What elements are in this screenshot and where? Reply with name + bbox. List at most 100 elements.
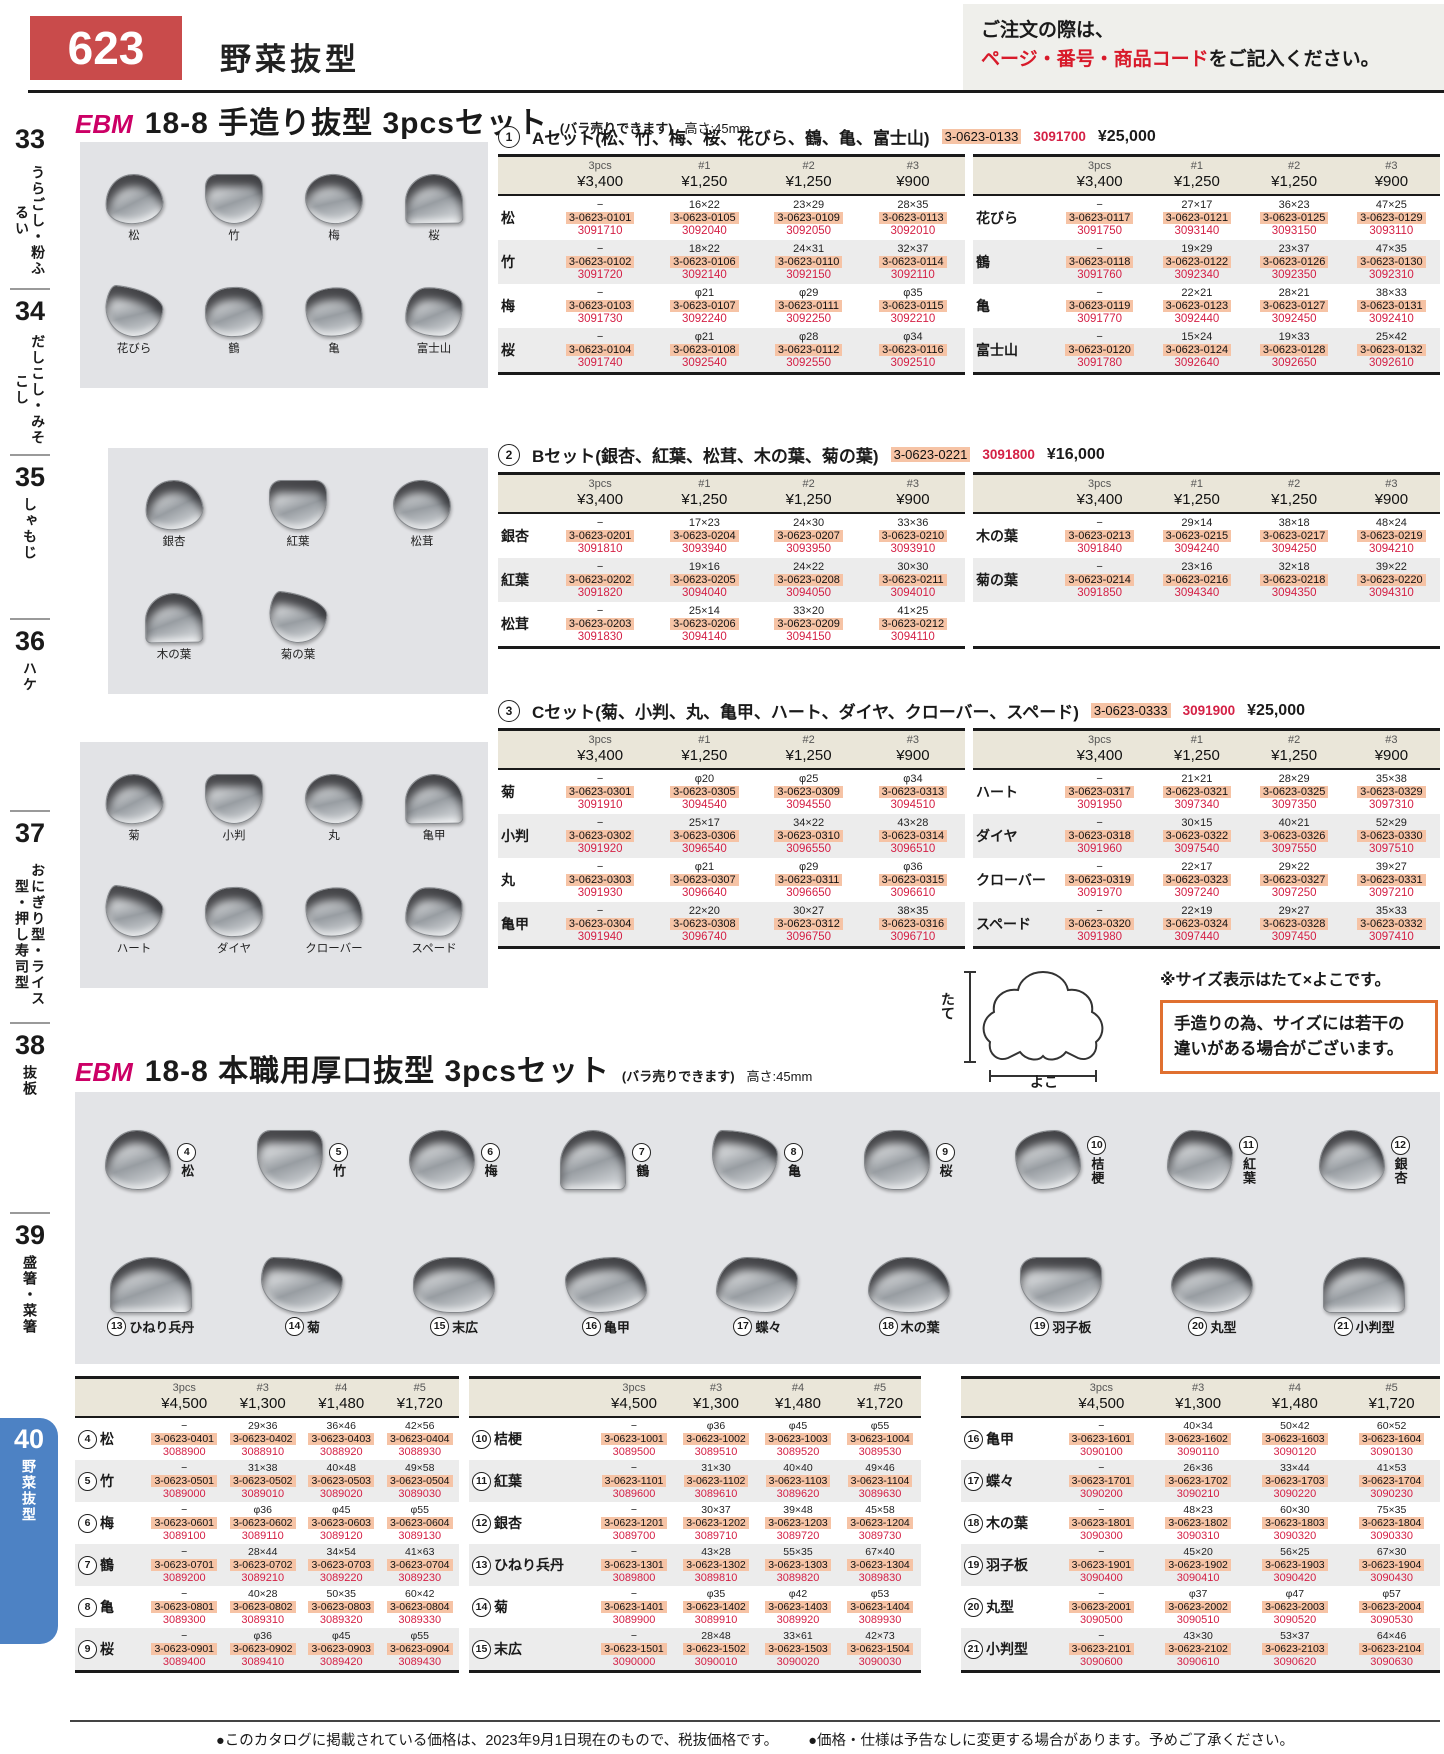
product-size: φ36 — [253, 1504, 273, 1516]
sidebar-item-40[interactable]: 40 野菜抜型 — [0, 1418, 58, 1644]
product-code: 3-0623-1604 — [1358, 1433, 1425, 1445]
product-size: 47×25 — [1375, 199, 1407, 211]
sidebar-item-number: 34 — [14, 296, 46, 326]
product-cell: 24×30 3-0623-0207 3093950 — [757, 514, 861, 558]
photo-label: 丸 — [328, 830, 340, 842]
product-size: φ36 — [706, 1420, 726, 1432]
product-sku: 3096710 — [890, 931, 936, 943]
product-cell: 25×17 3-0623-0306 3096540 — [652, 814, 756, 858]
product-sku: 3090430 — [1370, 1572, 1414, 1584]
photo-label: ダイヤ — [216, 943, 252, 955]
product-sku: 3089830 — [858, 1572, 902, 1584]
product-size: 22×20 — [688, 905, 720, 917]
row-name: 竹 — [498, 252, 548, 272]
column-price: ¥1,250 — [681, 173, 728, 190]
row-name-text: 花びら — [976, 210, 1018, 226]
photo-label: 亀 — [328, 343, 340, 355]
product-code: 3-0623-0302 — [565, 830, 635, 842]
table-row: スペード −3-0623-0320 3091980 22×19 3-0623-0324 3… — [973, 902, 1440, 946]
column-name: #3 — [256, 1382, 269, 1394]
product-size: φ45 — [788, 1420, 808, 1432]
product-code: 3-0623-0106 — [670, 256, 739, 268]
product-sku: 3091750 — [1077, 225, 1123, 237]
product-code: 3-0623-0121 — [1162, 212, 1232, 224]
set-tables: 3pcs ¥3,400 #1 ¥1,250 #2 ¥1,250 #3 ¥900 銀杏 −3-062… — [498, 472, 1440, 649]
product-cell: 50×42 3-0623-1603 3090120 — [1247, 1418, 1344, 1460]
product-sku: 3097540 — [1174, 843, 1220, 855]
sidebar-item-number: 33 — [14, 124, 46, 154]
product-size: φ35 — [903, 287, 923, 299]
product-code: 3-0623-0401 — [151, 1433, 218, 1445]
product-size: 40×21 — [1278, 817, 1310, 829]
row-number-badge: 21 — [964, 1639, 983, 1659]
table-row: 松茸 −3-0623-0203 3091830 25×14 3-0623-0206 309… — [498, 602, 965, 646]
table-row: 菊 −3-0623-0301 3091910 φ20 3-0623-0305 309454… — [498, 770, 965, 814]
product-code: 3-0623-1503 — [765, 1643, 831, 1655]
product-size: 23×16 — [1181, 561, 1213, 573]
product-size: − — [596, 561, 604, 573]
sidebar-item-38[interactable]: 38 抜板 — [0, 1022, 60, 1210]
product-sku: 3097350 — [1271, 799, 1317, 811]
product-cell: 60×52 3-0623-1604 3090130 — [1343, 1418, 1440, 1460]
product-cell: 21×21 3-0623-0321 3097340 — [1148, 770, 1245, 814]
product-sku: 3090130 — [1370, 1446, 1414, 1458]
cutter-shape — [403, 285, 465, 339]
column-name: 3pcs — [172, 1382, 196, 1394]
product-cell: φ21 3-0623-0107 3092240 — [652, 284, 756, 328]
row-name-text: 松 — [100, 1431, 114, 1447]
strip-row-1: 4 松 5 竹 6 梅 7 鶴 8 亀 9 桜 10 桔梗 11 紅葉 12 銀杏 — [75, 1092, 1440, 1228]
product-sku: 3089310 — [241, 1614, 285, 1626]
product-code: 3-0623-1502 — [683, 1643, 749, 1655]
product-size: 29×22 — [1278, 861, 1310, 873]
sidebar-item-35[interactable]: 35 しゃもじ — [0, 454, 60, 616]
row-name-text: 丸 — [501, 872, 515, 888]
column-header: 3pcs ¥4,500 — [593, 1379, 675, 1416]
order-note-highlight: ページ・番号・商品コード — [981, 49, 1209, 71]
product-size: φ25 — [798, 773, 819, 785]
product-sku: 3092150 — [786, 269, 832, 281]
row-name-text: 鶴 — [100, 1557, 114, 1573]
product-code: 3-0623-1301 — [601, 1559, 667, 1571]
cutter-shape — [1019, 1256, 1102, 1313]
product-name: 羽子板 — [1052, 1319, 1092, 1335]
row-name: 木の葉 — [973, 526, 1051, 546]
product-size: − — [630, 1504, 638, 1516]
column-header: #2 ¥1,250 — [1246, 157, 1343, 194]
column-corner — [469, 1379, 593, 1416]
product-cell: 55×35 3-0623-1303 3089820 — [757, 1544, 839, 1586]
product-cell: 33×36 3-0623-0210 3093910 — [861, 514, 965, 558]
table-row: 15 末広 −3-0623-1501 3090000 28×48 3-0623-1502 3… — [469, 1628, 921, 1670]
product-code: 3-0623-1704 — [1358, 1475, 1425, 1487]
sidebar-item-33[interactable]: 33 うらごし・粉ふるい — [0, 118, 60, 286]
product-size: − — [596, 287, 604, 299]
sidebar-item-39[interactable]: 39 盛箸・菜箸 — [0, 1212, 60, 1414]
sidebar-item-37[interactable]: 37 おにぎり型・ライス型・押し寿司型 — [0, 810, 60, 1020]
product-name: ひねり兵丹 — [129, 1319, 195, 1335]
set-code: 3-0623-0221 — [890, 447, 971, 462]
product-name: 小判型 — [1355, 1319, 1395, 1335]
column-name: #5 — [1385, 1382, 1398, 1394]
product-code: 3-0623-0104 — [565, 344, 635, 356]
product-code: 3-0623-0304 — [565, 918, 635, 930]
photo-label: 木の葉 — [156, 649, 192, 661]
sidebar-item-36[interactable]: 36 ハケ — [0, 618, 60, 808]
product-size: − — [1096, 287, 1103, 299]
product-cell: 19×16 3-0623-0205 3094040 — [652, 558, 756, 602]
product-code: 3-0623-1804 — [1358, 1517, 1425, 1529]
product-cell: φ45 3-0623-0603 3089120 — [302, 1502, 381, 1544]
column-header: 3pcs ¥3,400 — [548, 157, 652, 194]
product-sku: 3092140 — [681, 269, 727, 281]
product-sku: 3097310 — [1368, 799, 1414, 811]
product-sku: 3090100 — [1079, 1446, 1123, 1458]
sidebar-item-34[interactable]: 34 だしこし・みそこし — [0, 288, 60, 452]
section1-title-bar: EBM 18-8 手造り抜型 3pcsセット (バラ売りできます) 高さ:45m… — [75, 98, 750, 142]
column-header: #1 ¥1,250 — [652, 157, 756, 194]
row-name: 松 — [498, 208, 548, 228]
product-cell: −3-0623-1201 3089700 — [593, 1502, 675, 1544]
cutter-shape — [204, 286, 264, 338]
table-row: 5 竹 −3-0623-0501 3089000 31×38 3-0623-0502 308… — [75, 1460, 459, 1502]
product-cell: 24×22 3-0623-0208 3094050 — [757, 558, 861, 602]
product-code: 3-0623-0210 — [878, 530, 948, 542]
product-code: 3-0623-1702 — [1165, 1475, 1231, 1487]
